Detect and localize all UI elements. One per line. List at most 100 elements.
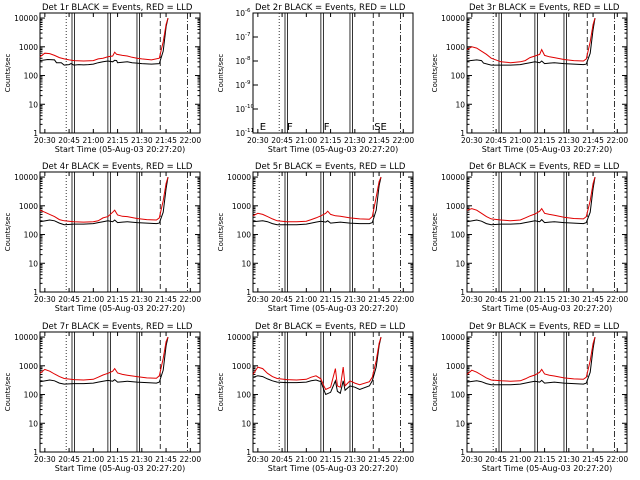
y-tick-label: 10000	[14, 14, 38, 23]
x-tick-label: 20:30	[34, 295, 56, 304]
plot-frame	[39, 12, 201, 134]
panel-det-1: Det 1r BLACK = Events, RED = LLD 20:30 20:…	[4, 3, 201, 154]
x-tick-label: 20:45	[58, 295, 80, 304]
x-tick-label: 22:00	[606, 136, 628, 145]
x-tick-label: 20:30	[247, 455, 269, 464]
y-axis-label: Counts/sec	[431, 54, 439, 93]
x-tick-label: 20:30	[34, 455, 56, 464]
y-tick-label: 1000	[19, 202, 38, 211]
x-axis-label: Start Time (05-Aug-03 20:27:20)	[55, 145, 186, 154]
y-axis-label: Counts/sec	[4, 213, 12, 252]
y-tick-label: 100	[237, 391, 252, 400]
x-tick-label: 22:00	[179, 136, 201, 145]
y-tick-label: 1	[460, 448, 465, 457]
y-tick-label: 1	[460, 288, 465, 297]
y-tick-label: 10000	[227, 173, 251, 182]
y-tick-label: 1	[33, 288, 38, 297]
y-tick-label: 1000	[446, 43, 465, 52]
plot-frame	[466, 12, 628, 134]
series-events	[39, 177, 169, 226]
event-marker: F	[324, 122, 330, 133]
x-tick-label: 21:00	[296, 295, 318, 304]
y-tick-label: 10	[455, 100, 465, 109]
series-events	[466, 337, 596, 386]
x-tick-label: 21:30	[344, 136, 366, 145]
x-tick-label: 21:15	[107, 136, 129, 145]
x-tick-label: 21:15	[534, 455, 556, 464]
panel-title: Det 1r BLACK = Events, RED = LLD	[42, 3, 193, 13]
y-tick-label: 10	[28, 419, 38, 428]
y-axis-label: Counts/sec	[217, 54, 225, 93]
y-tick-label: 10	[235, 105, 245, 114]
x-tick-label: 21:00	[83, 136, 105, 145]
x-tick-label: 21:15	[320, 295, 342, 304]
y-tick-label: 1	[460, 129, 465, 138]
series-lld	[466, 17, 596, 64]
y-tick-label: 1	[33, 129, 38, 138]
y-tick-label: 10	[235, 9, 245, 18]
panel-det-3: Det 3r BLACK = Events, RED = LLD 20:30 20:…	[431, 3, 628, 154]
x-tick-label: 22:00	[179, 295, 201, 304]
x-tick-label: 20:45	[271, 455, 293, 464]
series-events	[39, 17, 169, 66]
series-events	[39, 336, 169, 385]
y-axis-label: Counts/sec	[4, 373, 12, 412]
y-tick-label: 10	[28, 259, 38, 268]
y-tick-label: 1000	[232, 362, 251, 371]
x-tick-label: 21:30	[558, 136, 580, 145]
x-tick-label: 21:00	[510, 295, 532, 304]
panel-det-9: Det 9r BLACK = Events, RED = LLD 20:30 20:…	[431, 322, 628, 473]
x-tick-label: 21:00	[296, 455, 318, 464]
plot-frame	[252, 12, 414, 134]
x-tick-label: 20:30	[34, 136, 56, 145]
y-tick-label: 1	[246, 288, 251, 297]
panel-det-8: Det 8r BLACK = Events, RED = LLD 20:30 20:…	[217, 322, 414, 473]
x-tick-label: 21:45	[368, 455, 390, 464]
panel-title: Det 9r BLACK = Events, RED = LLD	[469, 322, 620, 332]
y-tick-label: 100	[24, 391, 39, 400]
x-tick-label: 21:45	[582, 455, 604, 464]
x-axis-label: Start Time (05-Aug-03 20:27:20)	[55, 304, 186, 313]
x-tick-label: 21:30	[344, 295, 366, 304]
y-tick-label: 1000	[446, 202, 465, 211]
series-lld	[39, 336, 169, 381]
event-marker: F	[287, 122, 293, 133]
x-tick-label: 21:45	[155, 455, 177, 464]
y-tick-label: 1000	[232, 202, 251, 211]
plot-frame	[252, 331, 414, 453]
x-tick-label: 22:00	[392, 136, 414, 145]
y-tick-label: 10000	[14, 173, 38, 182]
y-tick-label: 1000	[446, 362, 465, 371]
x-tick-label: 20:45	[271, 295, 293, 304]
x-tick-label: 20:45	[58, 136, 80, 145]
y-tick-label: 10000	[441, 173, 465, 182]
y-tick-label: 1	[246, 448, 251, 457]
series-lld	[39, 176, 169, 223]
x-tick-label: 21:15	[534, 295, 556, 304]
x-axis-label: Start Time (05-Aug-03 20:27:20)	[482, 464, 613, 473]
x-tick-label: 20:45	[485, 455, 507, 464]
panel-det-7: Det 7r BLACK = Events, RED = LLD 20:30 20:…	[4, 322, 201, 473]
x-tick-label: 21:00	[510, 455, 532, 464]
x-tick-label: 21:45	[582, 136, 604, 145]
series-events	[252, 176, 382, 226]
x-axis-label: Start Time (05-Aug-03 20:27:20)	[482, 304, 613, 313]
y-tick-label: 10	[235, 81, 245, 90]
series-lld	[252, 176, 382, 223]
y-tick-label: 100	[24, 72, 39, 81]
y-tick-label: 10	[235, 33, 245, 42]
plot-frame	[39, 171, 201, 293]
y-tick-label: 1000	[19, 43, 38, 52]
plot-frame	[39, 331, 201, 453]
y-tick-label: 100	[451, 391, 466, 400]
y-tick-exponent: -6	[245, 8, 251, 14]
y-tick-label: 100	[24, 231, 39, 240]
y-tick-label: 10	[241, 259, 251, 268]
y-axis-label: Counts/sec	[4, 54, 12, 93]
panel-det-4: Det 4r BLACK = Events, RED = LLD 20:30 20:…	[4, 162, 201, 313]
x-tick-label: 21:00	[83, 295, 105, 304]
x-tick-label: 21:00	[510, 136, 532, 145]
x-tick-label: 20:45	[485, 136, 507, 145]
y-tick-label: 10000	[227, 333, 251, 342]
